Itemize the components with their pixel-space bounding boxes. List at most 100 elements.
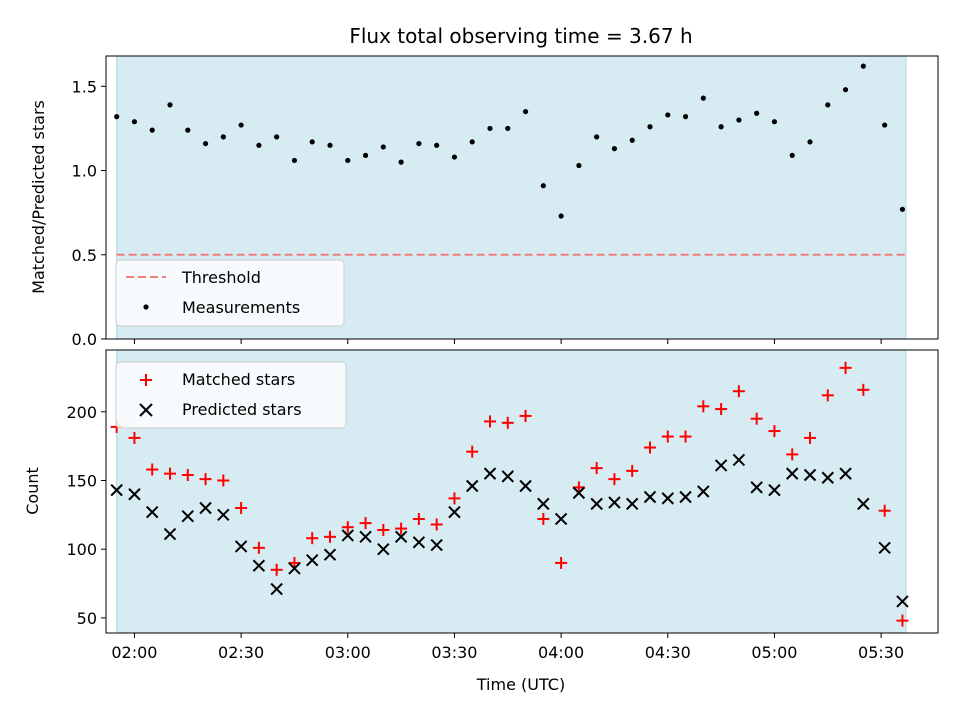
measurement-point <box>345 157 351 164</box>
measurement-point <box>114 114 120 120</box>
count-y-tick-label: 100 <box>66 540 97 559</box>
predicted-star-point <box>572 486 586 500</box>
predicted-star-point <box>537 497 550 511</box>
count-legend-box <box>115 361 347 429</box>
matched-star-point <box>768 425 781 438</box>
matched-star-point <box>412 512 425 525</box>
matched-star-point <box>324 530 336 543</box>
matched-star-point <box>786 448 799 461</box>
predicted-star-point <box>643 490 657 504</box>
predicted-star-point <box>857 497 870 511</box>
matched-star-point <box>430 518 443 531</box>
count-x-ticks: 02:00 02:30 03:00 03:30 04:00 04:30 05:00 05:30 <box>111 633 904 662</box>
measurement-point <box>202 140 209 147</box>
predicted-star-point <box>448 505 461 519</box>
legend-matched-label: Matched stars <box>182 370 295 389</box>
chart-title: Flux total observing time = 3.67 h <box>349 24 692 48</box>
count-axes-frame <box>105 349 939 634</box>
measurement-point <box>860 63 866 69</box>
matched-star-point <box>466 445 479 458</box>
matched-star-point <box>341 521 354 534</box>
ratio-y-tick-label: 0.5 <box>72 246 97 265</box>
count-y-tick-label: 200 <box>66 403 97 422</box>
measurement-point <box>825 102 831 108</box>
count-panel: 50 100 150 200 02:00 02:30 03:00 03:30 04:00 04:… <box>23 349 939 694</box>
predicted-star-point <box>270 582 283 596</box>
predicted-star-point <box>697 485 710 498</box>
matched-star-point <box>839 361 852 374</box>
x-tick-label: 03:00 <box>325 643 371 662</box>
matched-star-point <box>288 556 301 569</box>
predicted-star-point <box>341 529 354 542</box>
matched-star-point <box>590 462 603 475</box>
predicted-star-point <box>128 488 141 501</box>
matched-star-point <box>217 474 230 487</box>
matched-star-point <box>484 415 496 428</box>
x-tick-label: 02:00 <box>111 643 157 662</box>
measurement-point <box>558 213 564 219</box>
predicted-star-point <box>661 492 674 505</box>
predicted-star-point <box>377 542 390 556</box>
matched-star-point <box>878 504 891 517</box>
legend-measurement-swatch <box>143 304 149 310</box>
matched-star-point <box>804 431 816 444</box>
measurement-point <box>899 206 906 212</box>
x-tick-label: 05:00 <box>751 643 797 662</box>
matched-star-point <box>252 541 265 554</box>
predicted-star-point <box>732 453 746 467</box>
matched-star-point <box>857 383 870 396</box>
measurement-point <box>131 119 138 125</box>
ratio-y-tick-label: 1.0 <box>72 162 97 181</box>
measurement-point <box>842 87 849 93</box>
matched-star-point <box>661 430 674 443</box>
legend-threshold-label: Threshold <box>181 268 261 287</box>
predicted-star-point <box>878 541 891 555</box>
measurement-points <box>114 63 906 219</box>
matched-star-point <box>715 403 728 416</box>
measurement-point <box>522 108 529 115</box>
legend-matched-swatch <box>140 374 152 386</box>
predicted-star-point <box>501 470 514 483</box>
predicted-star-point <box>768 483 781 497</box>
predicted-star-point <box>430 538 443 552</box>
measurement-point <box>754 110 760 116</box>
predicted-star-point <box>217 508 230 522</box>
count-y-tick-label: 150 <box>66 472 97 491</box>
matched-star-point <box>896 614 909 627</box>
measurement-point <box>576 162 582 169</box>
predicted-star-point <box>590 497 603 511</box>
predicted-star-point <box>626 497 639 511</box>
predicted-star-point <box>199 501 212 515</box>
matched-star-point <box>537 512 550 525</box>
predicted-star-point <box>896 595 909 608</box>
matched-star-point <box>270 563 283 576</box>
legend-predicted-swatch <box>139 403 153 417</box>
matched-star-point <box>377 523 390 536</box>
predicted-star-point <box>608 496 621 509</box>
measurement-point <box>220 134 226 140</box>
matched-star-point <box>306 532 319 545</box>
matched-star-point <box>679 430 692 443</box>
ratio-y-ticks: 0.0 0.5 1.0 1.5 <box>72 77 106 349</box>
count-legend: Matched stars Predicted stars <box>115 361 347 429</box>
predicted-star-point <box>412 536 426 549</box>
matched-star-point <box>572 481 585 494</box>
measurement-point <box>185 127 191 133</box>
predicted-star-point <box>679 490 692 504</box>
predicted-star-point <box>146 505 159 519</box>
matched-star-point <box>359 517 372 530</box>
measurement-point <box>256 142 262 148</box>
measurement-point <box>291 157 298 164</box>
predicted-star-point <box>163 527 177 541</box>
predicted-star-point <box>786 467 799 480</box>
matched-star-point <box>448 492 461 505</box>
measurement-point <box>647 124 653 130</box>
x-axis-label: Time (UTC) <box>476 675 565 694</box>
matched-star-point <box>732 385 745 398</box>
matched-star-point <box>644 441 656 454</box>
measurement-point <box>487 125 493 132</box>
count-y-axis-label: Count <box>23 467 42 515</box>
predicted-star-point <box>554 512 568 526</box>
matched-star-point <box>821 389 834 402</box>
measurement-point <box>149 127 155 133</box>
